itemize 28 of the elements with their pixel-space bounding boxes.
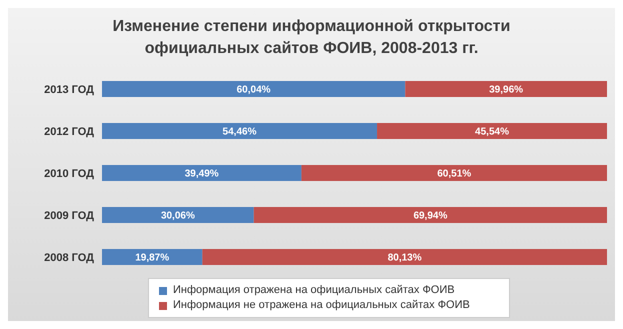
bar — [102, 81, 406, 97]
chart-title: Изменение степени информационной открытости официальных сайтов ФОИВ, 2008-2013 гг. — [112, 17, 512, 59]
legend-label: Информация не отражена на официальных сайтах ФОИВ — [173, 298, 470, 313]
data-label: 80,13% — [388, 252, 422, 264]
bar — [102, 249, 202, 265]
y-tick-label: 2009 ГОД — [44, 210, 94, 222]
data-label: 69,94% — [413, 210, 448, 222]
bar — [102, 207, 254, 223]
y-tick-label: 2012 ГОД — [44, 126, 94, 138]
data-label: 45,54% — [475, 126, 510, 138]
bar — [202, 249, 607, 265]
y-tick-label: 2010 ГОД — [44, 168, 94, 180]
bar — [102, 123, 378, 139]
y-tick-label: 2008 ГОД — [44, 252, 94, 264]
data-label: 60,04% — [236, 84, 271, 96]
data-label: 19,87% — [135, 252, 170, 264]
bar — [377, 123, 607, 139]
data-label: 54,46% — [222, 126, 257, 138]
bar — [102, 165, 302, 181]
y-tick-label: 2013 ГОД — [44, 84, 94, 96]
data-label: 39,96% — [489, 84, 524, 96]
bar — [254, 207, 607, 223]
data-label: 30,06% — [160, 210, 195, 222]
bar — [405, 81, 607, 97]
data-label: 39,49% — [184, 168, 219, 180]
data-label: 60,51% — [437, 168, 472, 180]
legend-label: Информация отражена на официальных сайтах ФОИВ — [173, 283, 455, 298]
bar — [301, 165, 607, 181]
